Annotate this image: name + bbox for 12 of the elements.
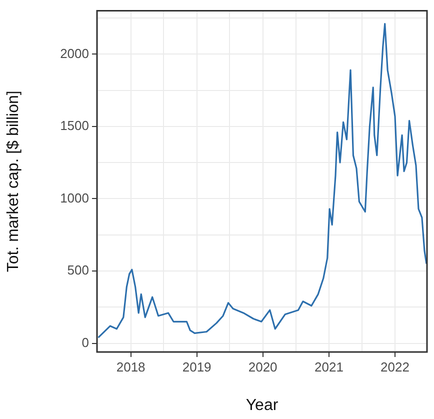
- y-tick-label: 0: [82, 334, 89, 350]
- y-tick-label: 500: [67, 262, 89, 278]
- x-tick-label: 2020: [248, 359, 278, 374]
- x-tick-label: 2019: [182, 359, 212, 374]
- y-tick-label: 1500: [60, 118, 89, 134]
- x-axis-title: Year: [246, 396, 279, 414]
- x-tick-label: 2018: [116, 359, 146, 374]
- x-tick-label: 2021: [314, 359, 344, 374]
- y-tick-label: 1000: [60, 190, 89, 206]
- y-tick-label: 2000: [60, 46, 89, 61]
- x-tick-label: 2022: [380, 359, 410, 374]
- y-axis-title: Tot. market cap. [$ billion]: [5, 90, 22, 272]
